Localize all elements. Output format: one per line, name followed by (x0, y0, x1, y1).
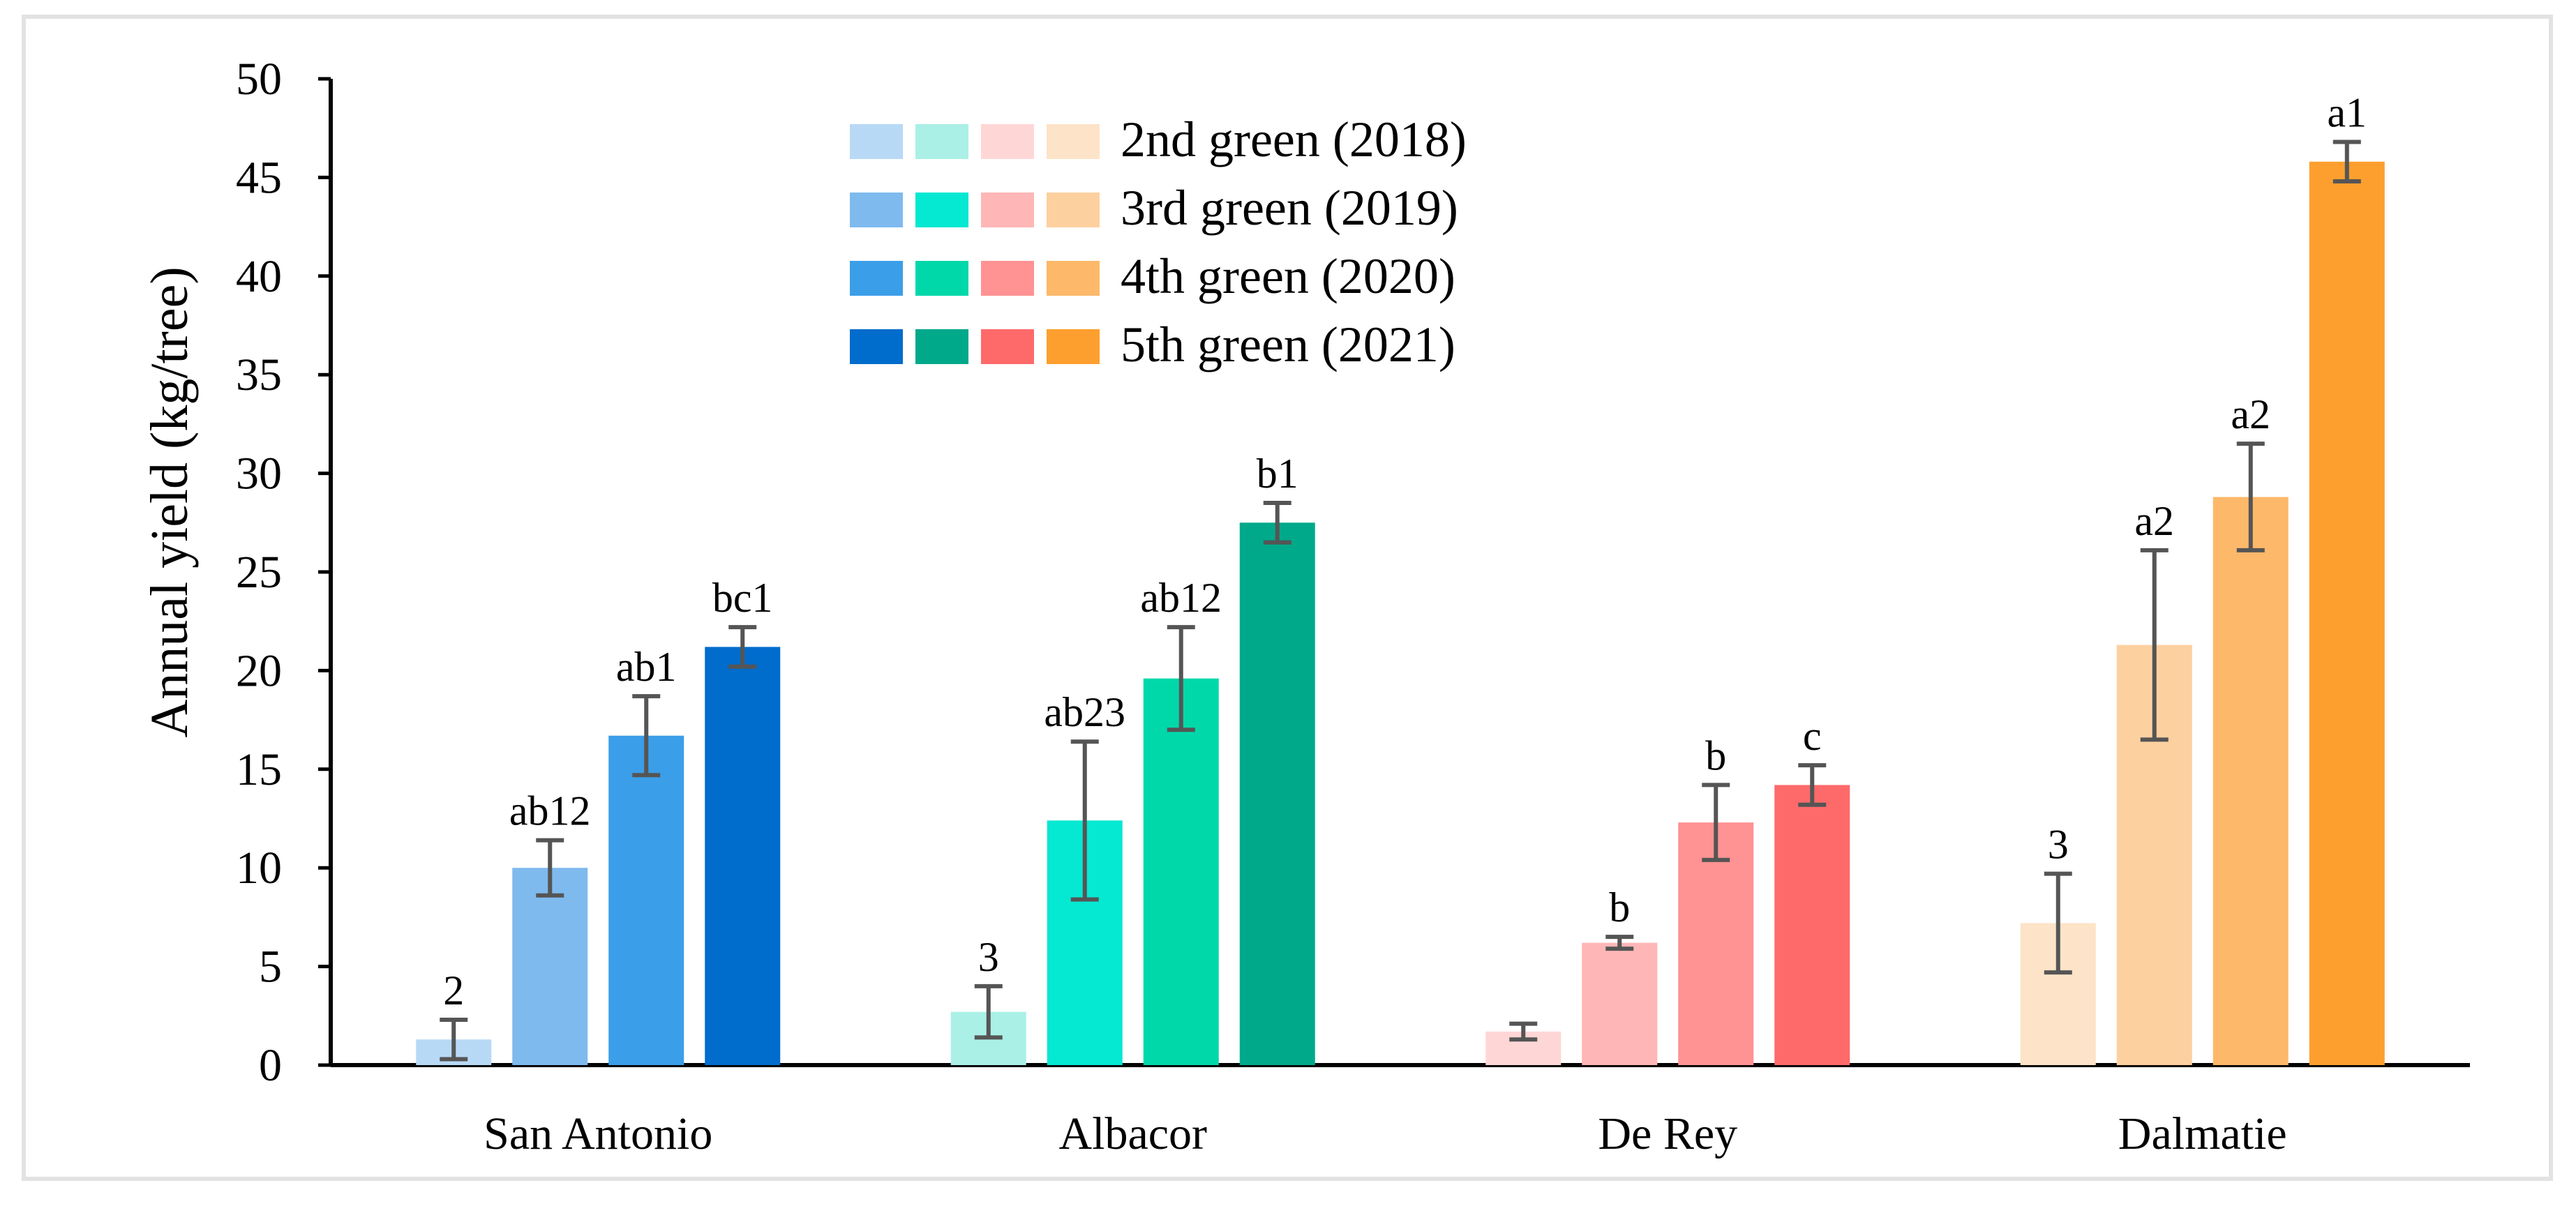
significance-label: a2 (2231, 391, 2270, 437)
y-tick-label: 0 (259, 1040, 282, 1091)
significance-label: a1 (2327, 89, 2367, 135)
legend-swatch (915, 261, 968, 296)
significance-label: c (1803, 713, 1822, 759)
legend-swatch (981, 261, 1034, 296)
legend-swatch (1047, 193, 1100, 227)
legend-label: 5th green (2021) (1121, 317, 1455, 372)
y-tick-label: 30 (236, 449, 282, 499)
bar (1239, 522, 1315, 1065)
significance-label: ab12 (509, 788, 591, 834)
legend-swatch (1047, 124, 1100, 159)
bar (705, 647, 781, 1065)
bar (512, 868, 588, 1065)
x-category-label: De Rey (1598, 1108, 1737, 1159)
significance-label: 3 (2048, 822, 2069, 868)
y-tick-label: 15 (236, 744, 282, 795)
bars-layer: 2 ab12 ab1 bc1 3 ab23 ab12 b1 b b c 3 a2 a2 a1 (416, 89, 2385, 1065)
significance-label: 2 (443, 967, 464, 1013)
legend-label: 3rd green (2019) (1121, 180, 1458, 236)
legend-swatch (850, 261, 903, 296)
significance-label: ab12 (1140, 575, 1222, 621)
bar (2309, 161, 2385, 1065)
significance-label: b1 (1257, 451, 1298, 497)
legend-label: 4th green (2020) (1121, 248, 1455, 304)
bar (2212, 497, 2289, 1065)
significance-label: ab23 (1044, 689, 1125, 735)
axes-layer: 0 5 10 15 20 25 30 35 40 45 50 San Antonio Albacor De… (236, 54, 2470, 1159)
bar (608, 735, 684, 1065)
significance-label: 3 (978, 934, 999, 980)
legend-swatch (850, 124, 903, 159)
legend-swatch (981, 124, 1034, 159)
legend-label: 2nd green (2018) (1121, 112, 1467, 167)
bar (1678, 822, 1754, 1065)
x-category-label: Albacor (1058, 1108, 1207, 1159)
significance-label: a2 (2134, 498, 2174, 544)
legend-swatch (1047, 261, 1100, 296)
legend-swatch (915, 193, 968, 227)
legend-swatch (981, 329, 1034, 364)
legend-swatch (850, 193, 903, 227)
bar (1774, 785, 1850, 1065)
y-tick-label: 40 (236, 251, 282, 302)
bar (1582, 942, 1658, 1065)
y-tick-label: 35 (236, 349, 282, 400)
significance-label: b (1705, 732, 1726, 778)
y-tick-label: 25 (236, 547, 282, 598)
x-category-label: San Antonio (484, 1108, 712, 1159)
significance-label: bc1 (712, 575, 773, 621)
x-category-label: Dalmatie (2118, 1108, 2287, 1159)
significance-label: b (1609, 884, 1630, 930)
legend: 2nd green (2018) 3rd green (2019) 4th gree… (850, 112, 1467, 372)
y-tick-label: 45 (236, 152, 282, 203)
y-axis-title: Annual yield (kg/tree) (140, 266, 199, 737)
y-tick-label: 20 (236, 645, 282, 696)
legend-swatch (850, 329, 903, 364)
y-tick-label: 5 (259, 942, 282, 993)
y-tick-label: 50 (236, 54, 282, 105)
legend-swatch (981, 193, 1034, 227)
legend-swatch (915, 124, 968, 159)
legend-swatch (915, 329, 968, 364)
significance-label: ab1 (616, 644, 677, 690)
legend-swatch (1047, 329, 1100, 364)
bar (1143, 678, 1219, 1065)
y-tick-label: 10 (236, 843, 282, 894)
